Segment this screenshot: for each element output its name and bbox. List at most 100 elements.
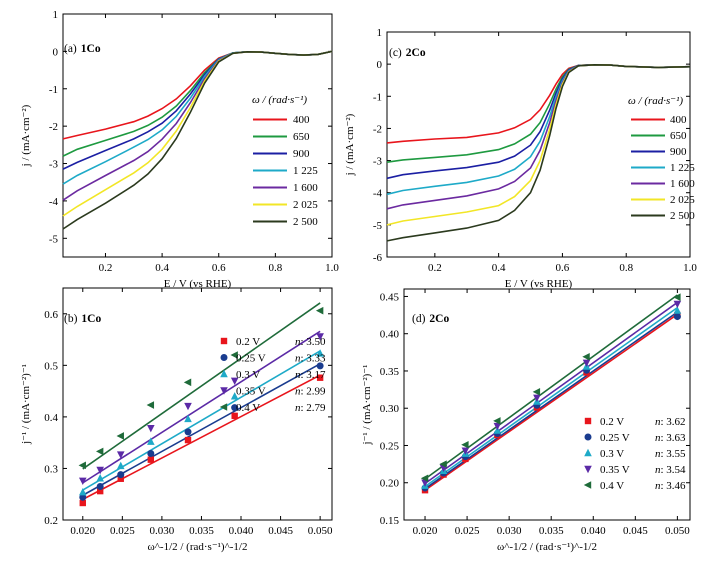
panel-tag: (a) [64,43,77,55]
legend-entry: 0.25 V [600,432,630,444]
data-point [230,392,239,400]
legend-n-label: n [295,402,301,414]
series-line [62,50,333,201]
y-tick-label: -1 [373,91,382,103]
fit-line [82,302,321,470]
y-tick-label: -4 [373,188,383,200]
panel-label: (d) 2Co [412,313,449,325]
legend-n-value: n: 2.79 [295,402,326,414]
x-tick-label: 0.035 [539,525,564,537]
panel-d: 0.020 0.025 0.030 0.035 0.040 0.045 0.050 0.15 0… [361,288,691,553]
y-tick-label: -3 [49,159,59,171]
data-point [420,474,429,483]
legend-entry: 2 500 [670,210,695,222]
legend-n-value: n: 2.99 [295,386,326,398]
y-tick-label: 0 [377,59,383,71]
legend-n-value: n: 3.17 [295,369,326,381]
legend-entry: 0.3 V [236,369,260,381]
data-point [461,447,470,455]
data-point [147,425,155,433]
legend-entry: 1 225 [293,165,318,177]
x-axis-label: ω^-1/2 / (rad·s⁻¹)^-1/2 [497,541,597,553]
legend-entry: 900 [670,146,687,158]
panel-name: 2Co [406,47,426,59]
y-tick-label: 0.15 [380,515,400,527]
legend-n-number: : 3.63 [661,432,687,444]
legend-entry: 400 [293,114,310,126]
legend-n-label: n [655,432,661,444]
data-point [116,451,125,459]
data-point [582,359,591,367]
legend-n-value: n: 3.63 [655,432,686,444]
data-point [79,499,86,507]
x-tick-label: 0.020 [70,525,95,537]
legend-marker [220,354,228,361]
legend-marker [584,465,592,474]
legend-n-number: : 3.46 [661,480,687,492]
data-point [461,440,469,449]
y-tick-label: 0.20 [380,478,400,490]
fit-line [82,330,321,484]
data-point [582,353,590,361]
y-tick-label: 0.6 [44,309,58,321]
legend-n-number: : 2.79 [301,402,327,414]
legend-entry: 0.4 V [236,402,260,414]
y-tick-label: 0.25 [380,440,400,452]
data-point [117,471,125,479]
x-axis-label: E / V (vs RHE) [164,278,232,290]
data-point [493,417,501,425]
panel-tag: (d) [412,313,426,325]
legend-entry: 0.2 V [600,416,624,428]
x-tick-label: 0.045 [623,525,648,537]
x-tick-label: 0.030 [497,525,522,537]
legend-n-number: : 3.50 [301,336,327,348]
legend-n-value: n: 3.33 [295,353,326,365]
y-tick-label: 0.40 [380,329,400,341]
legend-marker [220,369,228,378]
legend-entry: 0.25 V [236,353,266,365]
fit-line [424,311,678,490]
y-tick-label: -4 [49,196,59,208]
data-point [96,482,104,490]
x-tick-label: 0.4 [155,262,169,274]
legend-entry: 0.35 V [600,464,630,476]
data-point [673,313,681,321]
legend-entry: 650 [293,131,310,143]
data-point [184,414,192,423]
plot-frame [403,288,691,521]
legend-marker [219,403,228,411]
x-tick-label: 0.025 [455,525,480,537]
y-tick-label: -3 [373,156,383,168]
y-tick-label: 0.5 [44,360,58,372]
y-axis-label: j⁻¹ / (mA·cm⁻²)⁻¹ [20,364,32,445]
legend-title: ω / (rad·s⁻¹) [628,95,683,107]
y-tick-label: 0.45 [380,291,400,303]
data-point [183,378,192,387]
y-tick-label: -2 [373,123,382,135]
x-tick-label: 1.0 [325,262,339,274]
legend-entry: 1 600 [670,178,695,190]
legend-n-number: : 3.55 [661,448,687,460]
panel-label: (c) 2Co [389,47,426,59]
fit-line [424,313,678,491]
data-point [184,428,192,436]
series-line [62,50,333,170]
legend-n-value: n: 3.50 [295,336,326,348]
legend-entry: 650 [670,130,687,142]
x-tick-label: 0.2 [99,262,113,274]
legend-entry: 0.35 V [236,386,266,398]
data-point [147,437,155,445]
data-point [116,432,124,440]
x-tick-label: 0.025 [110,525,135,537]
x-tick-label: 0.030 [150,525,175,537]
x-tick-label: 0.035 [189,525,214,537]
data-point [230,377,239,385]
data-point [78,461,86,470]
data-point [315,306,324,315]
data-point [96,487,104,495]
legend-n-label: n [655,480,661,492]
legend-entry: 1 225 [670,162,695,174]
legend-marker [584,433,592,441]
legend-entry: 900 [293,148,310,160]
